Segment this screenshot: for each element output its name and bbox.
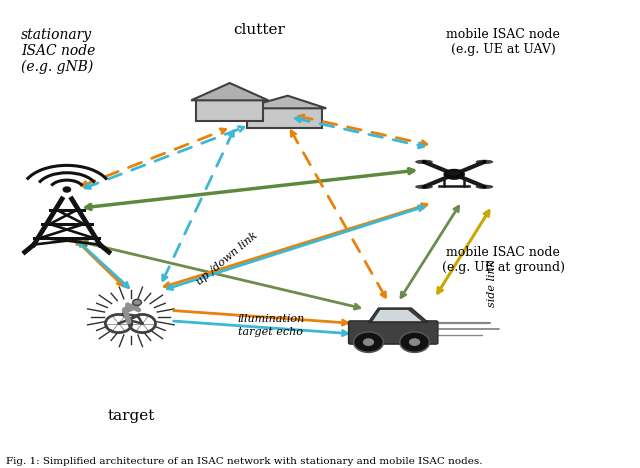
Ellipse shape — [415, 185, 433, 189]
Text: stationary
ISAC node
(e.g. gNB): stationary ISAC node (e.g. gNB) — [21, 28, 95, 74]
Text: Fig. 1: Simplified architecture of an ISAC network with stationary and mobile IS: Fig. 1: Simplified architecture of an IS… — [6, 457, 483, 466]
Circle shape — [422, 161, 426, 163]
Text: mobile ISAC node
(e.g. UE at ground): mobile ISAC node (e.g. UE at ground) — [442, 246, 564, 274]
Ellipse shape — [448, 171, 461, 176]
Circle shape — [363, 338, 374, 346]
Polygon shape — [191, 83, 268, 100]
Text: up /down link: up /down link — [195, 230, 260, 286]
Circle shape — [63, 187, 70, 192]
Polygon shape — [369, 308, 428, 322]
Text: side link: side link — [487, 260, 497, 307]
Polygon shape — [247, 108, 323, 128]
Circle shape — [354, 332, 383, 352]
Ellipse shape — [415, 160, 433, 164]
Circle shape — [400, 332, 429, 352]
Circle shape — [482, 161, 486, 163]
Text: mobile ISAC node
(e.g. UE at UAV): mobile ISAC node (e.g. UE at UAV) — [446, 28, 560, 56]
Text: clutter: clutter — [233, 23, 285, 37]
Ellipse shape — [476, 160, 493, 164]
Polygon shape — [243, 96, 326, 108]
Circle shape — [132, 300, 141, 306]
Polygon shape — [196, 100, 263, 121]
Text: target echo: target echo — [237, 327, 303, 336]
Polygon shape — [372, 309, 423, 322]
Text: target: target — [108, 409, 155, 423]
Circle shape — [409, 338, 420, 346]
Text: illumination: illumination — [237, 314, 305, 324]
FancyBboxPatch shape — [349, 321, 438, 344]
Ellipse shape — [476, 185, 493, 189]
Ellipse shape — [444, 169, 464, 179]
Circle shape — [422, 185, 426, 188]
Circle shape — [482, 185, 486, 188]
